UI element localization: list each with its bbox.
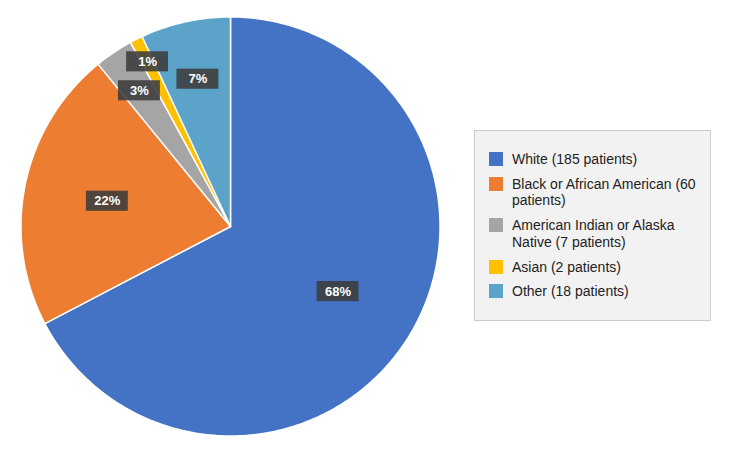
html-text:American Indian or Alaska Nati: American Indian or Alaska Native (7 pati… <box>512 217 675 250</box>
svg-text:7%: 7% <box>189 71 208 86</box>
html-text:White (185 patients): White (185 patients) <box>512 150 638 167</box>
svg-text:3%: 3% <box>130 82 149 97</box>
svg-text:1%: 1% <box>138 53 157 68</box>
html-text:Asian (2 patients): Asian (2 patients) <box>512 258 621 275</box>
svg-text:22%: 22% <box>94 193 120 208</box>
svg-text:68%: 68% <box>325 283 351 298</box>
html-text:Other (18 patients): Other (18 patients) <box>512 283 629 300</box>
html-text:Black or African American (60: Black or African American (60 patients) <box>512 175 696 209</box>
